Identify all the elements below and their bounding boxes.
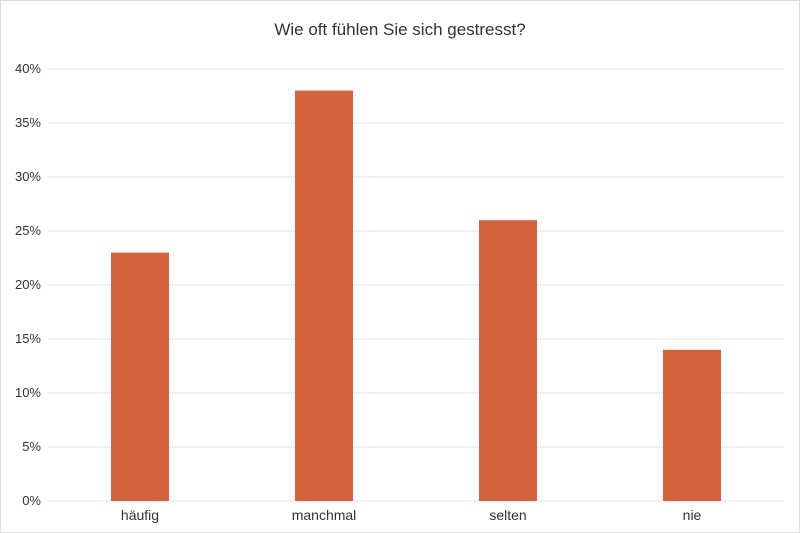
bars <box>111 90 721 501</box>
y-tick-label: 0% <box>22 493 41 508</box>
y-tick-label: 25% <box>15 223 41 238</box>
chart-title: Wie oft fühlen Sie sich gestresst? <box>274 20 526 39</box>
bar-nie[interactable] <box>663 349 721 501</box>
y-tick-label: 35% <box>15 115 41 130</box>
y-tick-label: 20% <box>15 277 41 292</box>
y-tick-label: 5% <box>22 439 41 454</box>
x-tick-label: manchmal <box>292 507 357 523</box>
y-axis-ticks: 0% 5% 10% 15% 20% 25% 30% 35% 40% <box>15 61 41 508</box>
bar-häufig[interactable] <box>111 252 169 501</box>
x-tick-label: nie <box>683 507 702 523</box>
x-axis-labels: häufig manchmal selten nie <box>121 507 702 523</box>
gridlines <box>48 68 784 502</box>
y-tick-label: 15% <box>15 331 41 346</box>
y-tick-label: 10% <box>15 385 41 400</box>
bar-manchmal[interactable] <box>295 90 353 501</box>
y-tick-label: 40% <box>15 61 41 76</box>
x-tick-label: häufig <box>121 507 159 523</box>
y-tick-label: 30% <box>15 169 41 184</box>
bar-selten[interactable] <box>479 220 537 501</box>
x-tick-label: selten <box>489 507 526 523</box>
